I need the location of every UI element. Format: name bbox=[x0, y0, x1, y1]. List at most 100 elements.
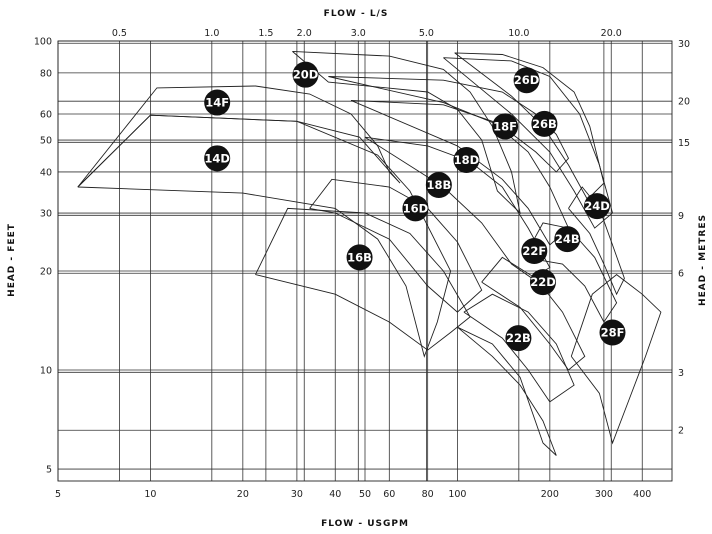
curve-badge-label: 22B bbox=[506, 331, 531, 345]
curve-badge-label: 22F bbox=[522, 244, 546, 258]
right-axis-title: HEAD - METRES bbox=[698, 214, 708, 306]
lps-tick-label: 0.5 bbox=[112, 28, 127, 39]
pump-curve-28f bbox=[570, 274, 662, 445]
lps-tick-label: 10.0 bbox=[508, 28, 529, 39]
metres-tick-label: 3 bbox=[678, 368, 684, 379]
pump-curve-18f bbox=[328, 76, 570, 173]
curve-badge-label: 24D bbox=[584, 199, 610, 213]
curve-badge-18b: 18B bbox=[425, 172, 452, 199]
lps-tick-label: 1.0 bbox=[204, 28, 219, 39]
curve-badge-26b: 26B bbox=[531, 110, 558, 137]
usgpm-tick-label: 60 bbox=[383, 489, 395, 500]
usgpm-tick-label: 5 bbox=[55, 489, 61, 500]
curve-badge-circle bbox=[402, 195, 429, 222]
plot-frame bbox=[57, 40, 673, 482]
curve-badge-circle bbox=[521, 238, 548, 265]
pump-curve-16b bbox=[255, 207, 471, 351]
usgpm-tick-label: 100 bbox=[448, 489, 466, 500]
usgpm-tick-label: 30 bbox=[291, 489, 303, 500]
x-axis-title: FLOW - USGPM bbox=[321, 519, 409, 529]
curve-badge-label: 18D bbox=[454, 153, 480, 167]
pump-curve-20d bbox=[292, 50, 521, 215]
usgpm-tick-label: 40 bbox=[329, 489, 341, 500]
pump-curve-26b bbox=[443, 57, 614, 229]
metres-tick-label: 9 bbox=[678, 211, 684, 222]
curve-badge-label: 14D bbox=[204, 151, 230, 165]
curve-badge-label: 26D bbox=[514, 73, 540, 87]
usgpm-tick-label: 10 bbox=[144, 489, 156, 500]
pump-curve-24b bbox=[523, 222, 618, 323]
usgpm-tick-label: 20 bbox=[237, 489, 249, 500]
curve-badge-22f: 22F bbox=[521, 238, 548, 265]
curve-badge-circle bbox=[584, 193, 611, 220]
usgpm-tick-label: 50 bbox=[359, 489, 371, 500]
curve-badge-label: 26B bbox=[532, 117, 557, 131]
curve-badge-circle bbox=[492, 113, 519, 140]
lps-tick-label: 20.0 bbox=[601, 28, 622, 39]
usgpm-tick-label: 400 bbox=[633, 489, 651, 500]
curve-badge-circle bbox=[529, 269, 556, 296]
curve-badge-label: 16B bbox=[347, 250, 372, 264]
curve-badge-label: 20D bbox=[293, 68, 319, 82]
left-axis-title: HEAD - FEET bbox=[7, 223, 17, 297]
feet-tick-label: 100 bbox=[34, 37, 52, 48]
curve-badge-label: 18B bbox=[426, 178, 451, 192]
lps-tick-label: 3.0 bbox=[351, 28, 366, 39]
feet-tick-label: 80 bbox=[40, 68, 52, 79]
pump-curve-24d bbox=[568, 186, 625, 296]
metres-tick-label: 15 bbox=[678, 138, 690, 149]
pump-curve-16d bbox=[309, 178, 483, 313]
curve-badge-circle bbox=[505, 325, 532, 352]
curve-badge-circle bbox=[599, 319, 626, 346]
metres-tick-label: 20 bbox=[678, 97, 690, 108]
curve-badge-circle bbox=[531, 110, 558, 137]
curve-badge-22b: 22B bbox=[505, 325, 532, 352]
feet-tick-label: 60 bbox=[40, 109, 52, 120]
curve-badge-circle bbox=[453, 146, 480, 173]
curve-badge-label: 22D bbox=[530, 275, 556, 289]
curve-badge-circle bbox=[554, 226, 581, 253]
metres-tick-label: 30 bbox=[678, 39, 690, 50]
feet-tick-label: 20 bbox=[40, 266, 52, 277]
curve-badge-16d: 16D bbox=[402, 195, 429, 222]
curve-badge-circle bbox=[204, 145, 231, 172]
curve-badge-26d: 26D bbox=[513, 67, 540, 94]
curve-badge-label: 14F bbox=[205, 96, 229, 110]
curve-badge-circle bbox=[425, 172, 452, 199]
curve-badge-28f: 28F bbox=[599, 319, 626, 346]
curve-badge-label: 18F bbox=[493, 119, 517, 133]
usgpm-tick-label: 200 bbox=[541, 489, 559, 500]
curve-badge-label: 28F bbox=[601, 326, 625, 340]
curve-badge-24d: 24D bbox=[584, 193, 611, 220]
feet-tick-label: 50 bbox=[40, 136, 52, 147]
curve-badge-circle bbox=[204, 89, 231, 116]
feet-tick-label: 10 bbox=[40, 366, 52, 377]
usgpm-tick-label: 80 bbox=[422, 489, 434, 500]
curve-badge-18f: 18F bbox=[492, 113, 519, 140]
pump-curve-22b bbox=[457, 326, 557, 456]
feet-tick-label: 30 bbox=[40, 209, 52, 220]
curve-badge-20d: 20D bbox=[292, 61, 319, 88]
metres-tick-label: 2 bbox=[678, 426, 684, 437]
curve-badge-14f: 14F bbox=[204, 89, 231, 116]
curve-badge-14d: 14D bbox=[204, 145, 231, 172]
feet-tick-label: 5 bbox=[46, 465, 52, 476]
curve-badge-24b: 24B bbox=[554, 226, 581, 253]
metres-tick-label: 6 bbox=[678, 269, 684, 280]
tick-labels: 5 10 20 30 40 50 60 80 100 200 300 400 0.5 1.0 1.5 2.0 3… bbox=[34, 28, 690, 500]
pump-curve-14d bbox=[77, 114, 452, 358]
curve-badge-label: 16D bbox=[403, 201, 429, 215]
lps-tick-label: 1.5 bbox=[258, 28, 273, 39]
lps-tick-label: 5.0 bbox=[419, 28, 434, 39]
lps-tick-label: 2.0 bbox=[297, 28, 312, 39]
feet-tick-label: 40 bbox=[40, 167, 52, 178]
pump-curve-22f bbox=[481, 256, 586, 371]
curve-badge-16b: 16B bbox=[346, 244, 373, 271]
curve-badge-label: 24B bbox=[555, 232, 580, 246]
curve-badge-22d: 22D bbox=[529, 269, 556, 296]
curve-badge-circle bbox=[513, 67, 540, 94]
top-axis-title: FLOW - L/S bbox=[324, 9, 389, 19]
curve-badge-circle bbox=[292, 61, 319, 88]
